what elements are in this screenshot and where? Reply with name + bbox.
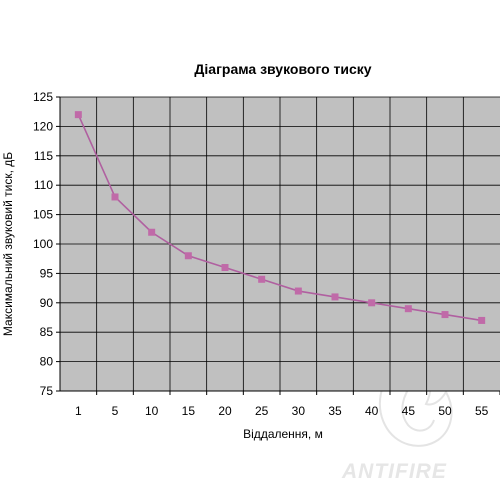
watermark-text: ANTIFIRE [341, 460, 447, 483]
x-tick-label: 25 [255, 404, 269, 418]
x-tick-label: 40 [365, 404, 379, 418]
x-tick-label: 1 [75, 404, 82, 418]
data-point [441, 311, 449, 319]
y-tick-label: 125 [33, 90, 53, 104]
y-tick-label: 100 [33, 237, 53, 251]
data-point [184, 252, 192, 260]
x-tick-label: 15 [182, 404, 196, 418]
x-tick-label: 10 [145, 404, 159, 418]
y-tick-label: 105 [33, 208, 53, 222]
x-axis-label: Віддалення, м [243, 427, 323, 441]
y-tick-label: 120 [33, 119, 53, 133]
x-tick-label: 50 [438, 404, 452, 418]
x-tick-label: 30 [292, 404, 306, 418]
data-point [404, 305, 412, 313]
data-point [258, 275, 266, 283]
x-tick-label: 35 [328, 404, 342, 418]
y-tick-label: 110 [34, 178, 53, 192]
series-line [77, 114, 482, 322]
y-tick-label: 95 [40, 266, 54, 280]
data-point [111, 193, 119, 201]
data-point [74, 111, 82, 119]
y-tick-label: 80 [40, 355, 54, 369]
x-axis-ticks: 1 5 10 15 20 25 30 35 40 45 50 55 [75, 391, 500, 418]
chart-title: Діаграма звукового тиску [194, 61, 371, 77]
x-tick-label: 5 [112, 404, 119, 418]
x-tick-label: 20 [218, 404, 232, 418]
y-tick-label: 75 [40, 384, 54, 398]
x-tick-label: 45 [402, 404, 416, 418]
data-point [331, 293, 339, 301]
flame-icon [378, 343, 453, 447]
y-axis-ticks: 75 80 85 90 95 100 105 110 115 120 125 [33, 90, 60, 398]
x-tick-label: 55 [475, 404, 489, 418]
y-tick-label: 90 [40, 296, 54, 310]
data-point [221, 264, 229, 272]
data-point [294, 287, 302, 295]
series-group [74, 111, 486, 324]
watermark: ANTIFIRE [341, 343, 453, 483]
y-tick-label: 115 [34, 149, 53, 163]
data-point [478, 316, 486, 324]
y-tick-label: 85 [40, 325, 54, 339]
y-axis-label: Максимальний звуковий тиск, дБ [1, 152, 15, 336]
data-point [148, 228, 156, 236]
data-point [368, 299, 376, 307]
gridlines [60, 96, 500, 391]
